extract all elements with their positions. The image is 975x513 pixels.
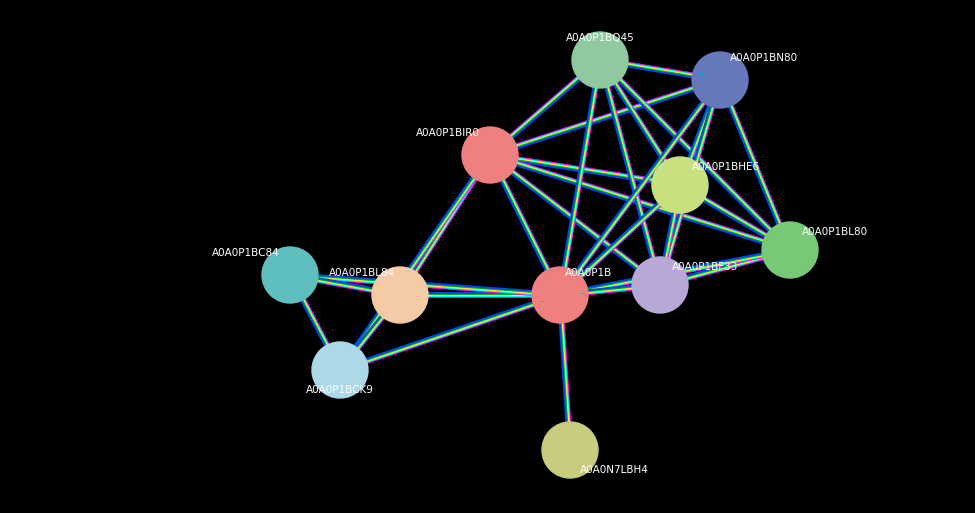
Circle shape [542, 422, 598, 478]
Text: A0A0P1BCK9: A0A0P1BCK9 [306, 385, 374, 395]
Circle shape [652, 157, 708, 213]
Text: A0A0P1BQ45: A0A0P1BQ45 [566, 33, 635, 43]
Circle shape [572, 32, 628, 88]
Text: A0A0P1BN80: A0A0P1BN80 [730, 53, 799, 63]
Circle shape [632, 257, 688, 313]
Circle shape [462, 127, 518, 183]
Circle shape [312, 342, 368, 398]
Circle shape [372, 267, 428, 323]
Text: A0A0P1B: A0A0P1B [565, 268, 612, 278]
Text: A0A0P1BHE6: A0A0P1BHE6 [692, 162, 760, 172]
Text: A0A0N7LBH4: A0A0N7LBH4 [580, 465, 649, 475]
Circle shape [762, 222, 818, 278]
Circle shape [532, 267, 588, 323]
Circle shape [262, 247, 318, 303]
Text: A0A0P1BF33: A0A0P1BF33 [672, 262, 738, 272]
Text: A0A0P1BL84: A0A0P1BL84 [329, 268, 395, 278]
Text: A0A0P1BL80: A0A0P1BL80 [802, 227, 868, 237]
Text: A0A0P1BC84: A0A0P1BC84 [213, 248, 280, 258]
Circle shape [692, 52, 748, 108]
Text: A0A0P1BIR0: A0A0P1BIR0 [416, 128, 480, 138]
